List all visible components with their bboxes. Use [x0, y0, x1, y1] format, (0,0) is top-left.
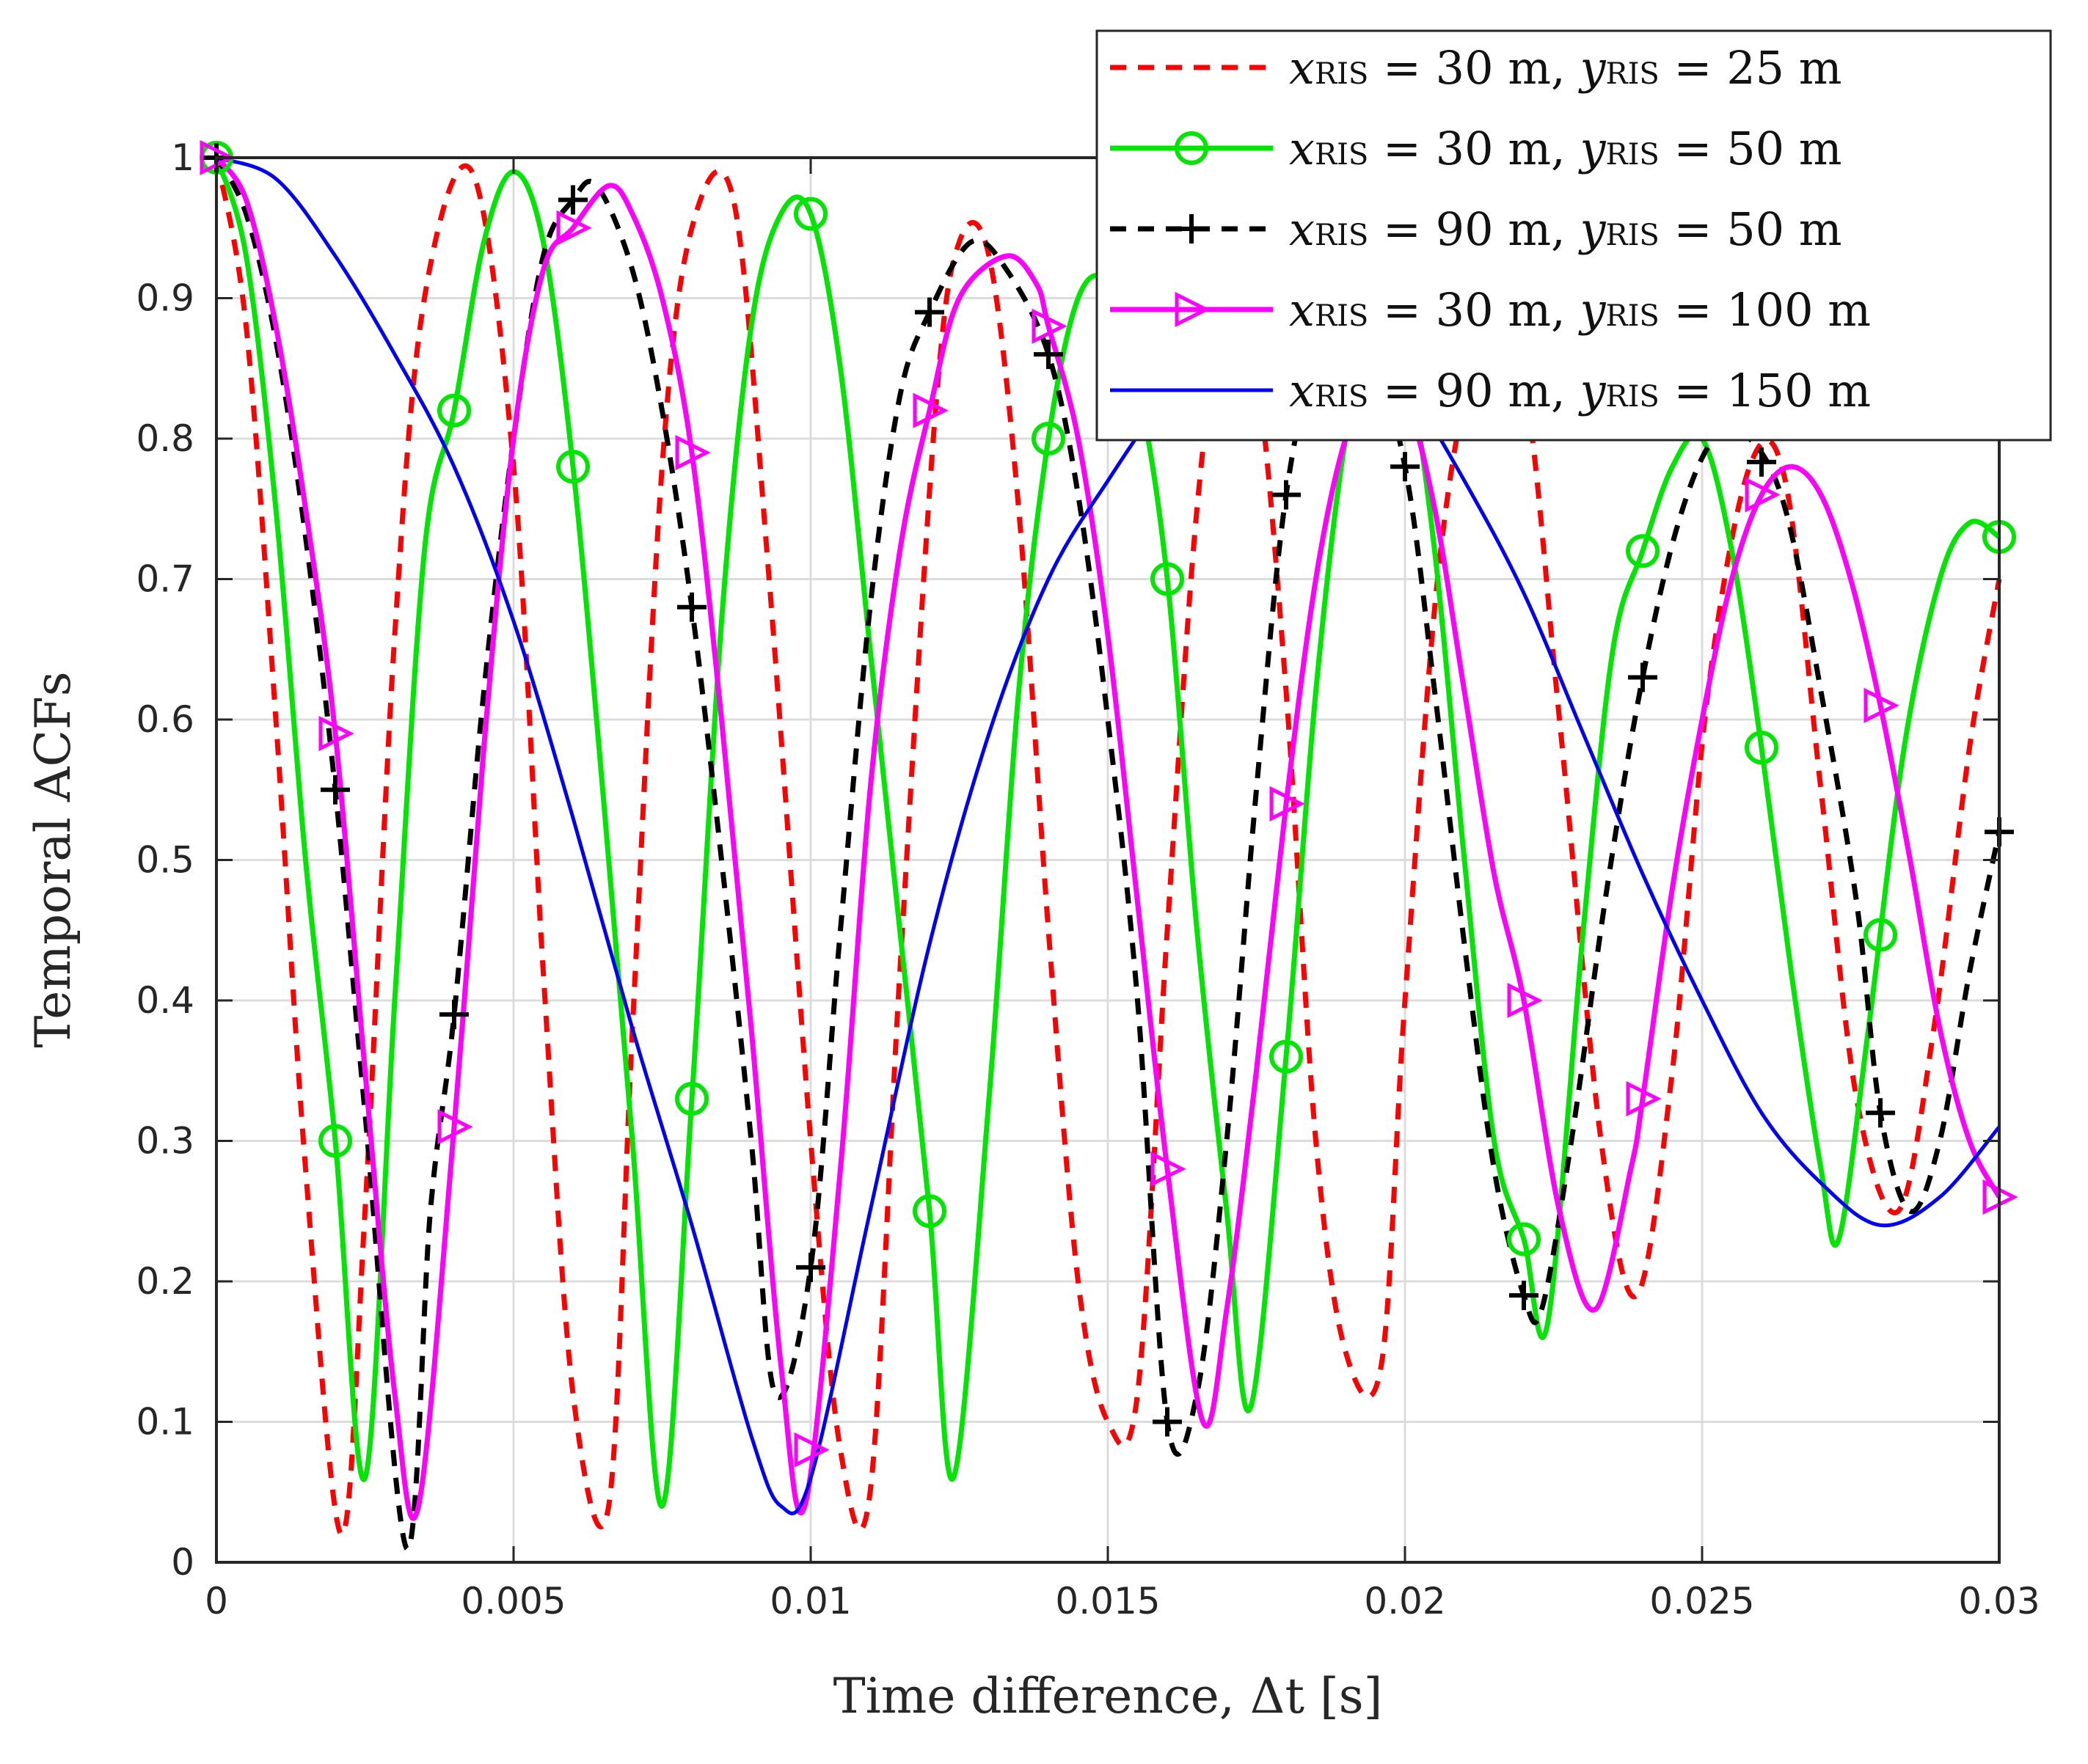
- series-2-circle-marker: [1269, 1039, 1303, 1074]
- x-tick-label: 0.015: [1055, 1580, 1160, 1622]
- series-4-triangle-marker: [913, 392, 949, 428]
- x-tick-label: 0.02: [1364, 1580, 1445, 1622]
- legend-entry-5: xRIS = 90 m, yRIS = 150 m: [1289, 364, 1871, 417]
- y-tick-label: 0.2: [136, 1260, 194, 1303]
- series-2-circle-marker: [1150, 562, 1184, 596]
- series-line-4: [214, 155, 2002, 1521]
- series-3-plus-marker: [1747, 447, 1776, 477]
- series-2-circle-marker: [1507, 1222, 1541, 1256]
- legend-entry-1: xRIS = 30 m, yRIS = 25 m: [1289, 41, 1842, 95]
- series-4-triangle-marker: [1150, 1151, 1186, 1187]
- series-2-circle-marker: [1626, 534, 1660, 568]
- legend-entry-3: xRIS = 90 m, yRIS = 50 m: [1289, 202, 1842, 256]
- legend-3-plus-marker: [1177, 214, 1206, 244]
- series-4-triangle-marker: [1626, 1081, 1662, 1117]
- series-2-circle-marker: [675, 1082, 709, 1116]
- series-3-plus-marker: [1866, 1098, 1895, 1128]
- legend-2-circle-marker: [1175, 131, 1208, 165]
- series-4-triangle-marker: [1863, 687, 1899, 723]
- series-4-triangle-marker: [1032, 308, 1067, 344]
- series-4-triangle-marker: [1745, 477, 1781, 513]
- series-2-circle-marker: [913, 1194, 946, 1229]
- legend-4-triangle-marker: [1175, 291, 1211, 328]
- series-3-plus-marker: [796, 1252, 825, 1282]
- series-3-plus-marker: [1509, 1281, 1538, 1311]
- series-4-triangle-marker: [794, 1432, 830, 1468]
- y-tick-label: 0.9: [136, 277, 194, 320]
- series-3-plus-marker: [915, 297, 944, 327]
- legend: xRIS = 30 m, yRIS = 25 m xRIS = 30 m, yRI…: [1095, 29, 2052, 442]
- x-tick-label: 0.005: [461, 1580, 566, 1622]
- legend-entry-4: xRIS = 30 m, yRIS = 100 m: [1289, 283, 1871, 337]
- tick-layer: 0 0.005 0.01 0.015 0.02 0.025 0.03 0 0.1 0.2 0.3 0.…: [136, 136, 2040, 1622]
- series-line-2: [213, 156, 2001, 1509]
- series-3-plus-marker: [1390, 452, 1420, 482]
- series-line-5: [216, 155, 2001, 1515]
- y-axis-title: Temporal ACFs: [25, 671, 81, 1047]
- y-tick-label: 1: [171, 136, 194, 179]
- series-2-circle-marker: [437, 393, 471, 428]
- series-4-triangle-marker: [1507, 982, 1543, 1019]
- y-tick-label: 0.7: [136, 558, 194, 601]
- y-tick-label: 0.6: [136, 698, 194, 741]
- y-tick-label: 0.4: [136, 979, 194, 1022]
- series-4-triangle-marker: [675, 435, 711, 471]
- series-3-plus-marker: [558, 185, 588, 215]
- series-2-circle-marker: [318, 1124, 352, 1158]
- x-tick-label: 0.025: [1649, 1580, 1754, 1622]
- y-tick-label: 0.3: [136, 1120, 194, 1163]
- series-3-plus-marker: [1628, 662, 1657, 692]
- series-3-plus-marker: [1034, 340, 1063, 370]
- x-axis-title: Time difference, Δt [s]: [833, 1668, 1383, 1724]
- legend-box: [1095, 29, 2052, 442]
- legend-entry-2: xRIS = 30 m, yRIS = 50 m: [1289, 122, 1842, 175]
- x-tick-label: 0: [205, 1580, 228, 1622]
- series-4-triangle-marker: [437, 1109, 473, 1145]
- series-4-triangle-marker: [318, 716, 354, 752]
- y-tick-label: 0: [171, 1541, 194, 1584]
- series-3-plus-marker: [1271, 480, 1301, 510]
- series-2-circle-marker: [794, 197, 828, 231]
- x-tick-label: 0.01: [770, 1580, 851, 1622]
- series-4-triangle-marker: [556, 210, 592, 246]
- y-tick-label: 0.8: [136, 417, 194, 460]
- y-tick-label: 0.5: [136, 839, 194, 882]
- series-2-circle-marker: [1863, 918, 1897, 952]
- series-2-circle-marker: [1032, 422, 1065, 455]
- series-2-circle-marker: [1745, 731, 1778, 765]
- series-4-triangle-marker: [1269, 786, 1305, 821]
- x-tick-label: 0.03: [1958, 1580, 2040, 1622]
- series-3-plus-marker: [677, 592, 707, 622]
- series-3-plus-marker: [321, 775, 350, 805]
- y-tick-label: 0.1: [136, 1401, 194, 1443]
- series-3-plus-marker: [439, 1000, 469, 1030]
- series-2-circle-marker: [556, 450, 590, 484]
- series-3-plus-marker: [1153, 1407, 1182, 1437]
